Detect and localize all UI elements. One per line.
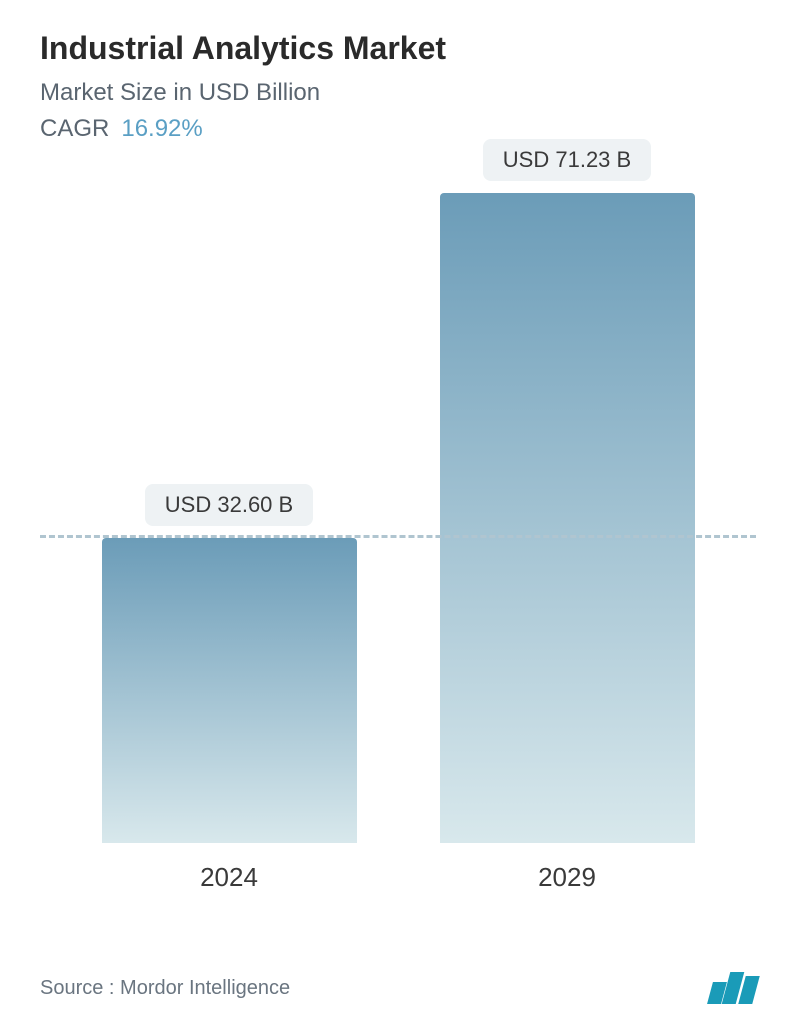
cagr-value: 16.92% xyxy=(121,115,202,143)
cagr-label: CAGR xyxy=(40,115,109,143)
bar xyxy=(440,193,695,843)
source-attribution: Source : Mordor Intelligence xyxy=(40,977,290,1000)
bar-value-label: USD 71.23 B xyxy=(483,139,651,181)
bars-container: USD 32.60 BUSD 71.23 B xyxy=(40,173,756,843)
x-axis-labels: 2024 2029 xyxy=(40,862,756,893)
mordor-logo-icon xyxy=(710,972,756,1004)
footer: Source : Mordor Intelligence xyxy=(40,972,756,1004)
chart-title: Industrial Analytics Market xyxy=(40,30,756,67)
bar-group-2029: USD 71.23 B xyxy=(440,139,695,843)
reference-line xyxy=(40,535,756,538)
chart-subtitle: Market Size in USD Billion xyxy=(40,79,756,107)
bar xyxy=(102,538,357,843)
chart-area: USD 32.60 BUSD 71.23 B 2024 2029 xyxy=(40,173,756,893)
x-axis-label: 2024 xyxy=(102,862,357,893)
bar-value-label: USD 32.60 B xyxy=(145,484,313,526)
x-axis-label: 2029 xyxy=(440,862,695,893)
